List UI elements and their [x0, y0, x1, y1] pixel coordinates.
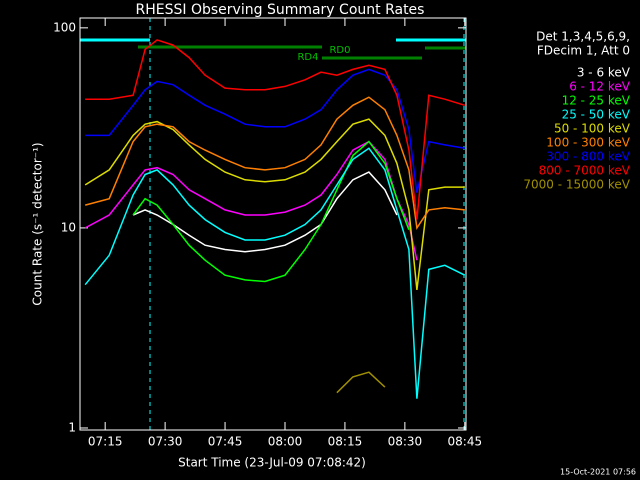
x-tick-label: 07:30: [148, 435, 183, 449]
series-line: [84, 147, 466, 399]
legend-header: Det 1,3,4,5,6,9,: [536, 30, 630, 44]
annotation: RD0: [329, 45, 350, 56]
x-tick-label: 08:00: [268, 435, 303, 449]
x-tick-label: 08:45: [448, 435, 483, 449]
series-line: [85, 39, 466, 220]
annotation: RD4: [297, 52, 318, 63]
series-line: [132, 140, 410, 283]
series-line: [84, 140, 418, 261]
footer: 15-Oct-2021 07:56: [560, 468, 636, 477]
legend-label: 3 - 6 keV: [577, 66, 631, 80]
series-line: [84, 118, 465, 290]
legend-label: 25 - 50 keV: [562, 108, 631, 122]
x-tick-label: 08:30: [388, 435, 423, 449]
legend-label: 100 - 300 keV: [546, 136, 630, 150]
y-tick-label: 1: [68, 420, 76, 434]
series-line: [85, 68, 465, 193]
legend-label: 800 - 7000 keV: [539, 164, 631, 178]
series-line: [132, 171, 398, 253]
legend-label: 300 - 800 keV: [546, 150, 630, 164]
legend-header: FDecim 1, Att 0: [537, 44, 630, 58]
y-tick-label: 100: [53, 20, 76, 34]
y-axis-label: Count Rate (s⁻¹ detector⁻¹): [31, 142, 45, 305]
x-axis-label: Start Time (23-Jul-09 07:08:42): [178, 456, 366, 470]
legend-label: 7000 - 15000 keV: [523, 178, 630, 192]
legend-label: 50 - 100 keV: [554, 122, 631, 136]
x-tick-label: 07:15: [88, 435, 123, 449]
series-line: [85, 96, 465, 230]
chart-title: RHESSI Observing Summary Count Rates: [136, 2, 425, 18]
plot-frame: [79, 17, 467, 431]
x-tick-label: 08:15: [328, 435, 363, 449]
legend-label: 12 - 25 keV: [562, 94, 631, 108]
legend-label: 6 - 12 keV: [569, 80, 631, 94]
x-tick-label: 07:45: [208, 435, 243, 449]
y-tick-label: 10: [61, 220, 76, 234]
series-line: [336, 371, 386, 394]
